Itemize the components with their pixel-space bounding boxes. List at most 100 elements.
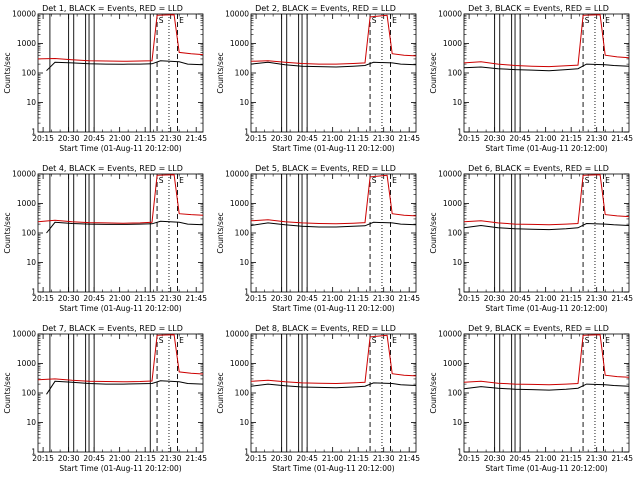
series-events [46,380,204,395]
detector-panel-6: Det 6, BLACK = Events, RED = LLD 1 10 100 10… [429,164,633,313]
x-tick-label: 20:15 [458,134,480,143]
x-tick-label: 20:45 [509,294,531,303]
series-lld [37,14,204,62]
x-tick-label: 21:15 [560,134,582,143]
marker-label: S [585,336,590,345]
y-axis-label: Counts/sec [3,52,12,93]
y-tick-label: 1 [244,448,249,457]
y-tick-label: 1 [244,128,249,137]
series-lld [250,174,417,225]
x-tick-label: 20:30 [484,134,506,143]
y-tick-label: 1000 [443,199,462,208]
chart-title: Det 1, BLACK = Events, RED = LLD [42,4,183,13]
x-tick-label: 20:15 [32,134,54,143]
y-tick-label: 100 [235,69,250,78]
chart-title: Det 9, BLACK = Events, RED = LLD [468,324,609,333]
x-tick-label: 20:15 [245,454,267,463]
marker-label: S [372,336,377,345]
marker-label: S [159,336,164,345]
x-tick-label: 20:45 [83,294,105,303]
x-tick-label: 21:30 [373,294,395,303]
chart-title: Det 3, BLACK = Events, RED = LLD [468,4,609,13]
series-lld [250,334,417,385]
detector-panel-7: Det 7, BLACK = Events, RED = LLD 1 10 100 10… [3,324,207,473]
series-lld [463,174,630,226]
plot-frame [37,333,204,453]
x-tick-label: 21:30 [160,454,182,463]
x-tick-label: 20:30 [271,294,293,303]
chart-title: Det 2, BLACK = Events, RED = LLD [255,4,396,13]
x-tick-label: 20:15 [245,294,267,303]
x-tick-label: 21:15 [560,294,582,303]
x-tick-label: 20:30 [58,294,80,303]
y-tick-label: 1 [457,128,462,137]
x-tick-label: 21:00 [109,454,131,463]
x-axis-label: Start Time (01-Aug-11 20:12:00) [485,304,607,313]
y-tick-label: 10000 [225,10,249,19]
x-tick-label: 21:45 [185,134,207,143]
chart-title: Det 5, BLACK = Events, RED = LLD [255,164,396,173]
y-tick-label: 1 [31,288,36,297]
x-tick-label: 21:15 [347,134,369,143]
x-tick-label: 20:30 [58,134,80,143]
x-tick-label: 21:15 [560,454,582,463]
series-events [250,382,417,389]
marker-label: E [605,176,610,185]
y-tick-label: 100 [22,229,37,238]
marker-label: S [159,176,164,185]
x-axis-label: Start Time (01-Aug-11 20:12:00) [59,144,181,153]
y-tick-label: 100 [22,69,37,78]
y-tick-label: 1 [457,448,462,457]
marker-label: E [392,176,397,185]
x-tick-label: 20:30 [58,454,80,463]
plot-frame [250,173,417,293]
y-axis-label: Counts/sec [3,372,12,413]
detector-panel-1: Det 1, BLACK = Events, RED = LLD 1 10 100 10… [3,4,207,153]
marker-label: E [605,336,610,345]
x-tick-label: 21:00 [535,454,557,463]
series-events [463,63,630,72]
x-tick-label: 20:30 [271,134,293,143]
marker-label: S [585,16,590,25]
chart-title: Det 7, BLACK = Events, RED = LLD [42,324,183,333]
detector-panel-9: Det 9, BLACK = Events, RED = LLD 1 10 100 10… [429,324,633,473]
x-tick-label: 21:30 [586,294,608,303]
y-tick-label: 10 [26,258,36,267]
x-tick-label: 21:15 [134,294,156,303]
x-tick-label: 21:00 [109,294,131,303]
y-tick-label: 10000 [12,170,36,179]
series-lld [250,14,417,65]
series-lld [37,174,204,224]
y-tick-label: 1000 [443,39,462,48]
marker-label: E [392,336,397,345]
y-tick-label: 1 [31,448,36,457]
plot-frame [37,173,204,293]
y-axis-label: Counts/sec [429,372,438,413]
x-tick-label: 20:15 [458,294,480,303]
y-tick-label: 10 [26,98,36,107]
x-tick-label: 21:30 [160,294,182,303]
y-axis-label: Counts/sec [216,372,225,413]
x-axis-label: Start Time (01-Aug-11 20:12:00) [272,464,394,473]
y-tick-label: 1000 [230,359,249,368]
y-tick-label: 100 [448,69,463,78]
x-tick-label: 21:45 [185,294,207,303]
x-axis-label: Start Time (01-Aug-11 20:12:00) [272,304,394,313]
plot-frame [463,13,630,133]
detector-panel-8: Det 8, BLACK = Events, RED = LLD 1 10 100 10… [216,324,420,473]
chart-title: Det 6, BLACK = Events, RED = LLD [468,164,609,173]
y-axis-label: Counts/sec [3,212,12,253]
marker-label: S [159,16,164,25]
x-tick-label: 21:15 [347,294,369,303]
y-tick-label: 1 [31,128,36,137]
plot-frame [463,333,630,453]
series-lld [463,14,630,68]
x-tick-label: 21:30 [373,134,395,143]
marker-label: S [372,176,377,185]
series-lld [463,334,630,386]
y-tick-label: 10 [26,418,36,427]
x-tick-label: 20:30 [271,454,293,463]
x-tick-label: 21:00 [109,134,131,143]
y-axis-label: Counts/sec [429,52,438,93]
